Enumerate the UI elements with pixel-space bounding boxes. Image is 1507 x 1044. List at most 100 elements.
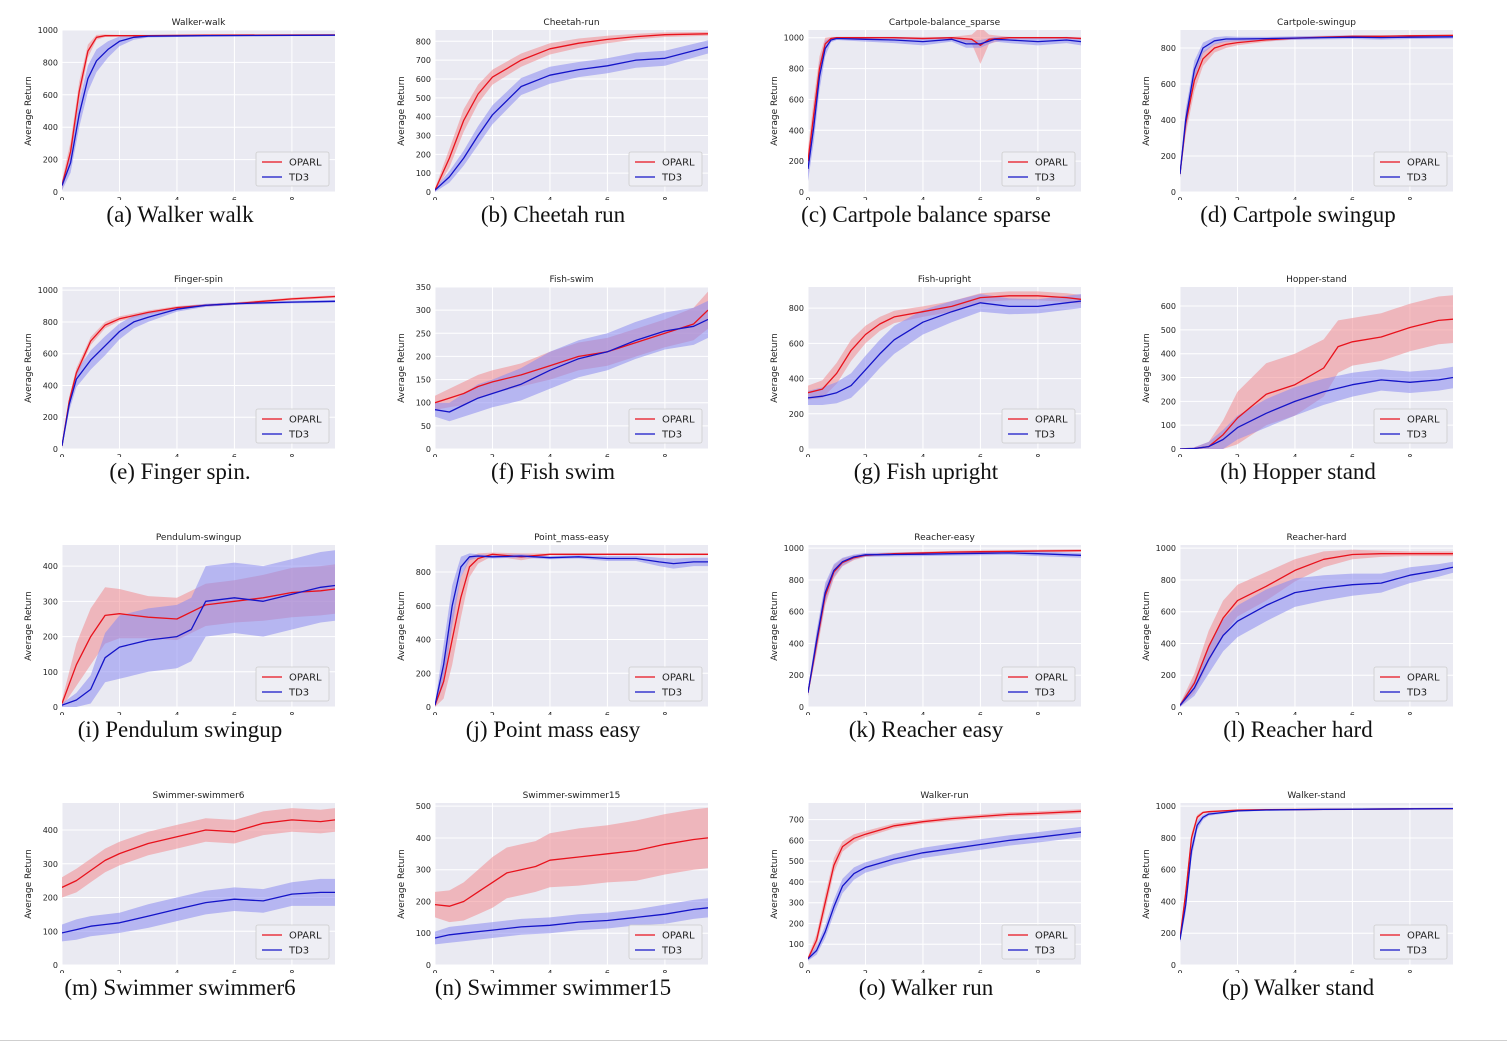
y-tick-label: 400 [43,826,58,835]
x-tick-label: 8 [662,453,667,457]
y-tick-label: 800 [1161,834,1176,843]
legend-label-td3: TD3 [661,173,682,184]
y-tick-label: 1000 [38,26,58,35]
y-axis-label: Average Return [24,333,34,403]
chart-panel-cartpole-balance-sparse: Cartpole-balance_sparse 0 2 4 6 8 0 200 400 600 80… [746,0,1106,258]
legend-label-td3: TD3 [661,430,682,441]
y-tick-label: 800 [789,576,804,585]
line-oparl [62,295,335,446]
y-tick-label: 500 [1161,326,1176,335]
y-tick-label: 0 [1171,445,1176,454]
y-tick-label: 200 [416,352,431,361]
x-tick-label: 8 [289,196,294,200]
x-tick-label: 6 [978,196,983,200]
line-oparl [62,588,335,704]
x-tick-label: 4 [920,196,925,200]
x-tick-label: 0 [1177,196,1182,200]
y-tick-label: 0 [799,703,804,712]
chart-title: Cartpole-swingup [1277,18,1356,28]
y-axis-label: Average Return [24,591,34,661]
line-oparl [435,309,708,404]
x-tick-label: 6 [978,969,983,973]
series-group [435,291,708,422]
x-tick-label: 8 [662,969,667,973]
chart-svg-point-mass-easy: Point_mass-easy024680200400600800Time-st… [397,533,708,715]
y-axis-label: Average Return [770,591,780,661]
x-tick-label: 0 [59,453,64,457]
x-tick-label: 0 [59,711,64,715]
x-tick-label: 0 [432,453,437,457]
chart-svg-swimmer-swimmer6: Swimmer-swimmer6024680100200300400Time-s… [24,791,335,973]
chart-svg-cartpole-swingup: Cartpole-swingup024680200400600800Time-s… [1142,18,1453,200]
legend-label-oparl: OPARL [289,158,322,169]
y-tick-label: 600 [1161,302,1176,311]
bottom-rule [0,1040,1507,1041]
y-tick-label: 0 [799,961,804,970]
subfigure-caption: (b) Cheetah run [480,202,626,227]
series-group [435,31,708,192]
legend-label-oparl: OPARL [289,673,322,684]
x-tick-label: 8 [289,969,294,973]
legend-label-oparl: OPARL [1407,931,1440,942]
y-tick-label: 150 [416,376,431,385]
x-tick-label: 6 [232,196,237,200]
y-tick-label: 50 [421,422,431,431]
y-tick-label: 500 [789,857,804,866]
legend-label-td3: TD3 [288,688,309,699]
x-tick-label: 4 [547,711,552,715]
y-tick-label: 300 [789,899,804,908]
x-tick-label: 6 [978,453,983,457]
y-axis-label: Average Return [397,849,407,919]
series-group [808,291,1081,405]
chart-svg-fish-upright: Fish-upright024680200400600800Time-steps… [770,275,1081,457]
x-tick-label: 8 [662,196,667,200]
subfigure-caption: (i) Pendulum swingup [77,717,283,742]
x-tick-label: 4 [174,969,179,973]
series-group [808,30,1081,182]
x-tick-label: 0 [1177,711,1182,715]
subfigure-caption: (k) Reacher easy [848,717,1004,742]
y-tick-label: 400 [1161,639,1176,648]
y-tick-label: 1000 [38,286,58,295]
subfigure-caption: (j) Point mass easy [465,717,641,742]
legend-label-td3: TD3 [288,946,309,957]
x-tick-label: 8 [289,453,294,457]
y-tick-label: 500 [416,94,431,103]
y-tick-label: 0 [799,445,804,454]
line-oparl [1180,553,1453,706]
x-tick-label: 8 [1035,453,1040,457]
x-tick-label: 8 [1035,969,1040,973]
series-group [62,808,335,942]
legend-label-oparl: OPARL [289,415,322,426]
y-tick-label: 200 [1161,671,1176,680]
x-tick-label: 2 [863,196,868,200]
y-tick-label: 300 [416,131,431,140]
y-tick-label: 400 [416,834,431,843]
chart-title: Walker-run [920,791,968,801]
chart-title: Reacher-easy [914,533,975,543]
chart-panel-walker-walk: Walker-walk0246802004006008001000Time-st… [0,0,360,258]
chart-svg-fish-swim: Fish-swim02468050100150200250300350Time-… [397,275,708,457]
y-tick-label: 100 [43,668,58,677]
chart-panel-reacher-hard: Reacher-hard0246802004006008001000Time-s… [1118,515,1478,773]
legend-label-oparl: OPARL [1407,673,1440,684]
y-axis-label: Average Return [770,76,780,146]
y-axis-label: Average Return [397,76,407,146]
band-td3 [808,826,1081,961]
line-td3 [62,34,335,186]
line-td3 [435,318,708,413]
y-tick-label: 200 [789,671,804,680]
x-tick-label: 4 [1292,453,1297,457]
x-tick-label: 6 [605,453,610,457]
y-tick-label: 1000 [784,544,804,553]
x-tick-label: 2 [490,969,495,973]
y-axis-label: Average Return [770,849,780,919]
line-oparl [1180,318,1453,449]
band-td3 [62,878,335,942]
band-td3 [435,553,708,707]
subfigure-caption: (e) Finger spin. [109,459,251,484]
x-tick-label: 0 [432,969,437,973]
x-tick-label: 4 [547,969,552,973]
series-group [1180,807,1453,943]
subfigure-caption: (a) Walker walk [106,202,254,227]
